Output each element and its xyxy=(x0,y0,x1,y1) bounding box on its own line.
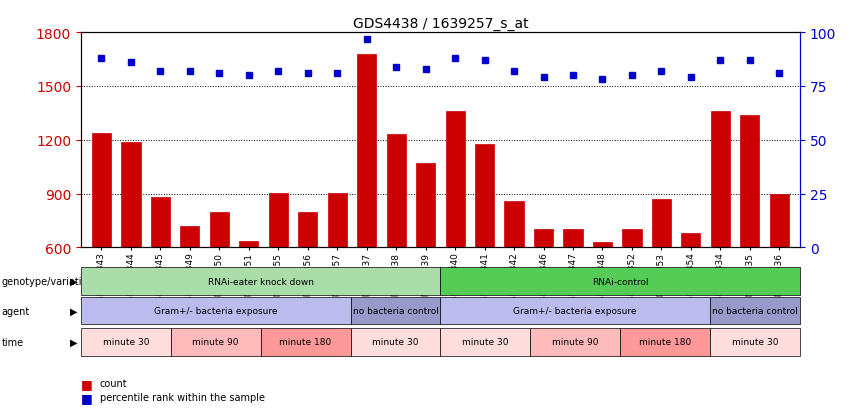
Bar xyxy=(171,328,260,356)
Text: no bacteria control: no bacteria control xyxy=(352,306,438,315)
Text: RNAi-control: RNAi-control xyxy=(592,277,648,286)
Bar xyxy=(351,328,441,356)
Bar xyxy=(710,297,800,325)
Text: ▶: ▶ xyxy=(70,306,77,316)
Bar xyxy=(81,328,171,356)
Text: Gram+/- bacteria exposure: Gram+/- bacteria exposure xyxy=(513,306,637,315)
Bar xyxy=(593,242,612,248)
Text: ■: ■ xyxy=(81,377,93,390)
Text: minute 90: minute 90 xyxy=(552,338,598,347)
Bar xyxy=(711,112,730,248)
Bar xyxy=(351,297,441,325)
Text: Gram+/- bacteria exposure: Gram+/- bacteria exposure xyxy=(154,306,277,315)
Bar xyxy=(210,212,229,248)
Text: minute 30: minute 30 xyxy=(462,338,509,347)
Bar xyxy=(652,199,671,248)
Bar xyxy=(239,242,259,248)
Bar xyxy=(328,193,347,248)
Bar xyxy=(122,143,140,248)
Bar xyxy=(530,328,620,356)
Text: minute 180: minute 180 xyxy=(639,338,691,347)
Text: agent: agent xyxy=(2,306,30,316)
Text: minute 90: minute 90 xyxy=(192,338,239,347)
Bar xyxy=(81,297,351,325)
Bar xyxy=(563,230,583,248)
Bar xyxy=(260,328,351,356)
Bar xyxy=(620,328,710,356)
Text: minute 30: minute 30 xyxy=(732,338,779,347)
Bar xyxy=(298,212,317,248)
Bar xyxy=(441,328,530,356)
Text: percentile rank within the sample: percentile rank within the sample xyxy=(100,392,265,402)
Text: no bacteria control: no bacteria control xyxy=(712,306,798,315)
Bar xyxy=(770,194,789,248)
Bar xyxy=(269,193,288,248)
Bar xyxy=(386,135,406,248)
Bar xyxy=(180,226,199,248)
Bar xyxy=(92,133,111,248)
Bar xyxy=(740,115,759,248)
Text: minute 30: minute 30 xyxy=(372,338,419,347)
Text: ▶: ▶ xyxy=(70,276,77,287)
Bar xyxy=(151,198,170,248)
Text: time: time xyxy=(2,337,24,347)
Bar xyxy=(534,230,553,248)
Bar xyxy=(441,297,710,325)
Text: minute 30: minute 30 xyxy=(102,338,149,347)
Text: RNAi-eater knock down: RNAi-eater knock down xyxy=(208,277,314,286)
Bar xyxy=(505,201,523,248)
Text: ■: ■ xyxy=(81,391,93,404)
Bar xyxy=(441,268,800,295)
Bar xyxy=(416,164,435,248)
Bar xyxy=(475,145,494,248)
Text: minute 180: minute 180 xyxy=(279,338,332,347)
Text: count: count xyxy=(100,378,127,388)
Title: GDS4438 / 1639257_s_at: GDS4438 / 1639257_s_at xyxy=(352,17,528,31)
Text: ▶: ▶ xyxy=(70,337,77,347)
Text: genotype/variation: genotype/variation xyxy=(2,276,94,287)
Bar xyxy=(357,55,376,248)
Bar xyxy=(446,112,465,248)
Bar xyxy=(81,268,441,295)
Bar xyxy=(710,328,800,356)
Bar xyxy=(682,233,700,248)
Bar xyxy=(622,230,642,248)
